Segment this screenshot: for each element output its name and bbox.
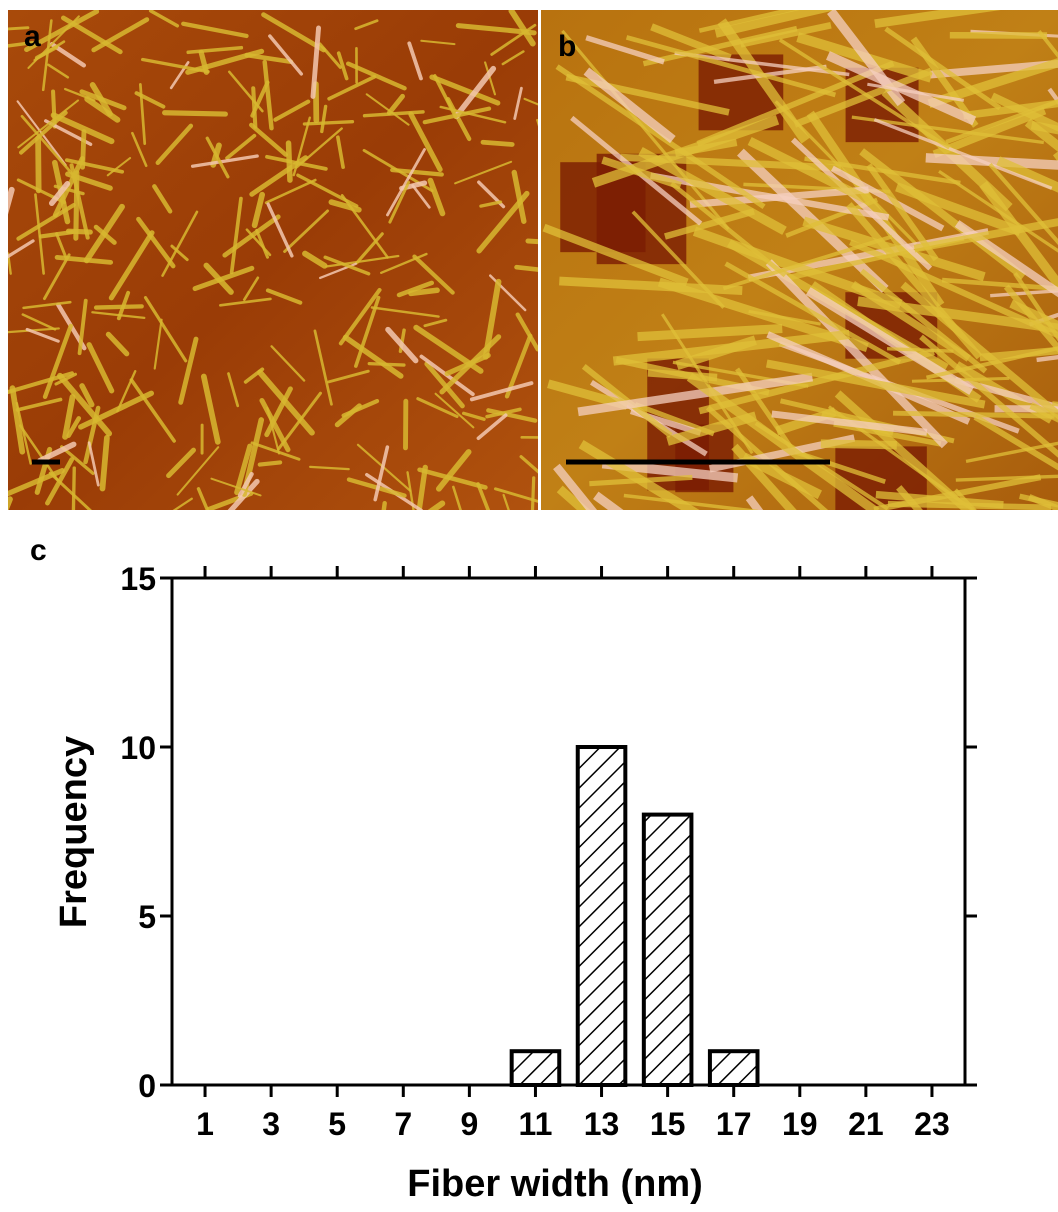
fiber bbox=[0, 499, 10, 531]
fiber bbox=[483, 142, 512, 144]
fiber bbox=[289, 143, 290, 180]
x-tick-label: 15 bbox=[650, 1106, 686, 1142]
panel-label: b bbox=[558, 30, 576, 63]
x-tick-label: 17 bbox=[716, 1106, 752, 1142]
bar bbox=[710, 1051, 758, 1085]
x-tick-label: 11 bbox=[519, 1106, 553, 1142]
y-tick-label: 10 bbox=[120, 730, 156, 766]
fiber bbox=[532, 478, 534, 533]
x-tick-label: 5 bbox=[328, 1106, 346, 1142]
x-axis-label: Fiber width (nm) bbox=[407, 1163, 703, 1205]
x-tick-label: 21 bbox=[848, 1106, 884, 1142]
fiber bbox=[260, 462, 280, 464]
y-tick-label: 15 bbox=[120, 561, 156, 597]
fiber bbox=[73, 468, 74, 534]
fiber bbox=[382, 503, 385, 524]
x-tick-label: 1 bbox=[196, 1106, 214, 1142]
plot-frame bbox=[172, 578, 965, 1085]
fiber bbox=[165, 113, 226, 114]
x-tick-label: 7 bbox=[394, 1106, 412, 1142]
fiber bbox=[648, 373, 717, 378]
y-tick-label: 5 bbox=[138, 899, 156, 935]
y-tick-label: 0 bbox=[138, 1068, 156, 1104]
bar bbox=[644, 815, 692, 1085]
fiber bbox=[69, 231, 91, 232]
x-tick-label: 13 bbox=[584, 1106, 620, 1142]
y-axis-label: Frequency bbox=[53, 736, 95, 928]
fiber bbox=[821, 444, 897, 446]
x-tick-label: 19 bbox=[782, 1106, 818, 1142]
fiber bbox=[893, 413, 1054, 416]
bar bbox=[578, 747, 626, 1085]
x-tick-label: 3 bbox=[262, 1106, 280, 1142]
panel-label: a bbox=[24, 20, 41, 53]
panel-label: c bbox=[30, 534, 47, 567]
bar bbox=[512, 1051, 560, 1085]
fiber bbox=[96, 306, 142, 307]
fiber bbox=[304, 122, 352, 124]
x-tick-label: 23 bbox=[914, 1106, 950, 1142]
fiber bbox=[38, 138, 39, 190]
x-tick-label: 9 bbox=[460, 1106, 478, 1142]
